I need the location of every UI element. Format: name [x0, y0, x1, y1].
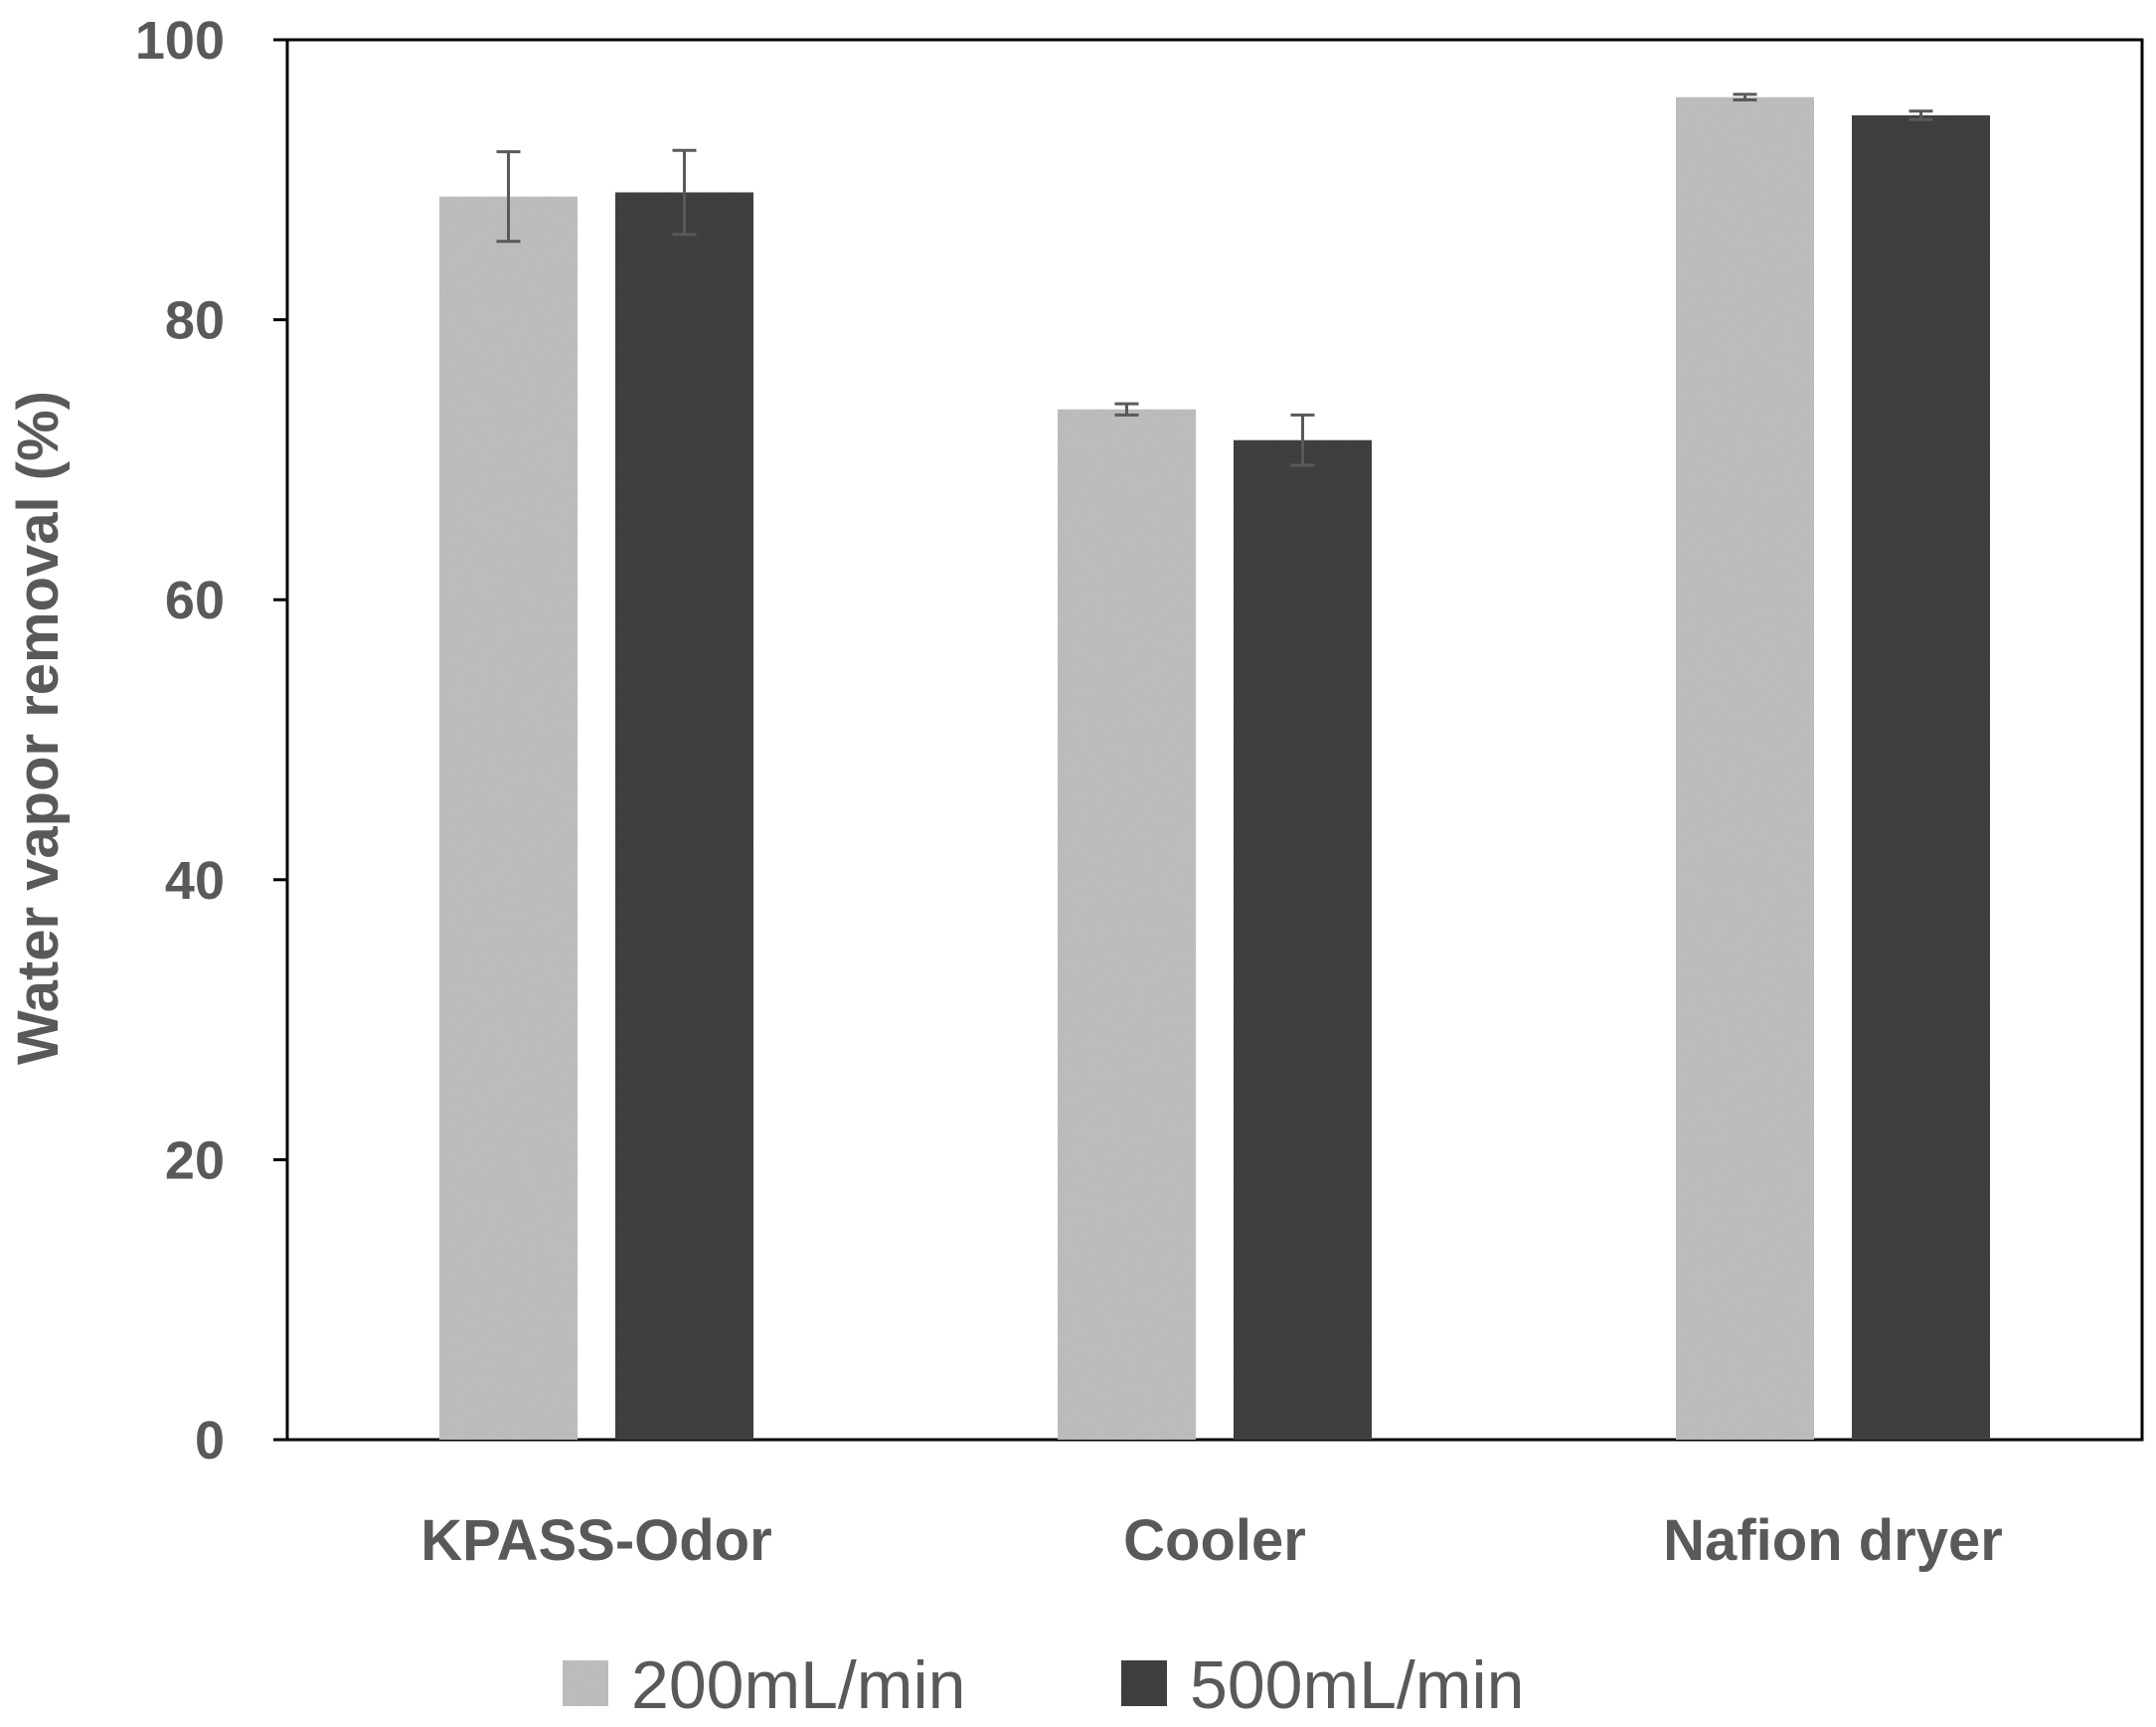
x-category-label: KPASS-Odor — [420, 1508, 771, 1573]
legend-label-500ml: 500mL/min — [1190, 1647, 1524, 1723]
x-category-label: Nafion dryer — [1663, 1508, 2003, 1573]
y-tick-label: 0 — [195, 1411, 225, 1470]
y-tick-label: 100 — [135, 11, 225, 71]
bar-500ml — [1852, 115, 1990, 1441]
legend-swatch-200ml — [563, 1660, 608, 1706]
plot-frame — [285, 38, 2144, 1442]
bar-200ml — [1676, 96, 1814, 1440]
legend-label-200ml: 200mL/min — [631, 1647, 965, 1723]
bar-200ml — [439, 196, 578, 1440]
y-tick-label: 40 — [165, 851, 225, 911]
legend-swatch-500ml — [1121, 1660, 1167, 1706]
bar-500ml — [615, 192, 753, 1440]
y-axis-title: Water vapor removal (%) — [6, 391, 71, 1065]
y-tick-label: 60 — [165, 571, 225, 630]
y-tick-label: 20 — [165, 1130, 225, 1190]
bar-200ml — [1058, 409, 1196, 1440]
y-tick-label: 80 — [165, 291, 225, 351]
x-category-label: Cooler — [1123, 1508, 1306, 1573]
bar-500ml — [1234, 439, 1372, 1440]
